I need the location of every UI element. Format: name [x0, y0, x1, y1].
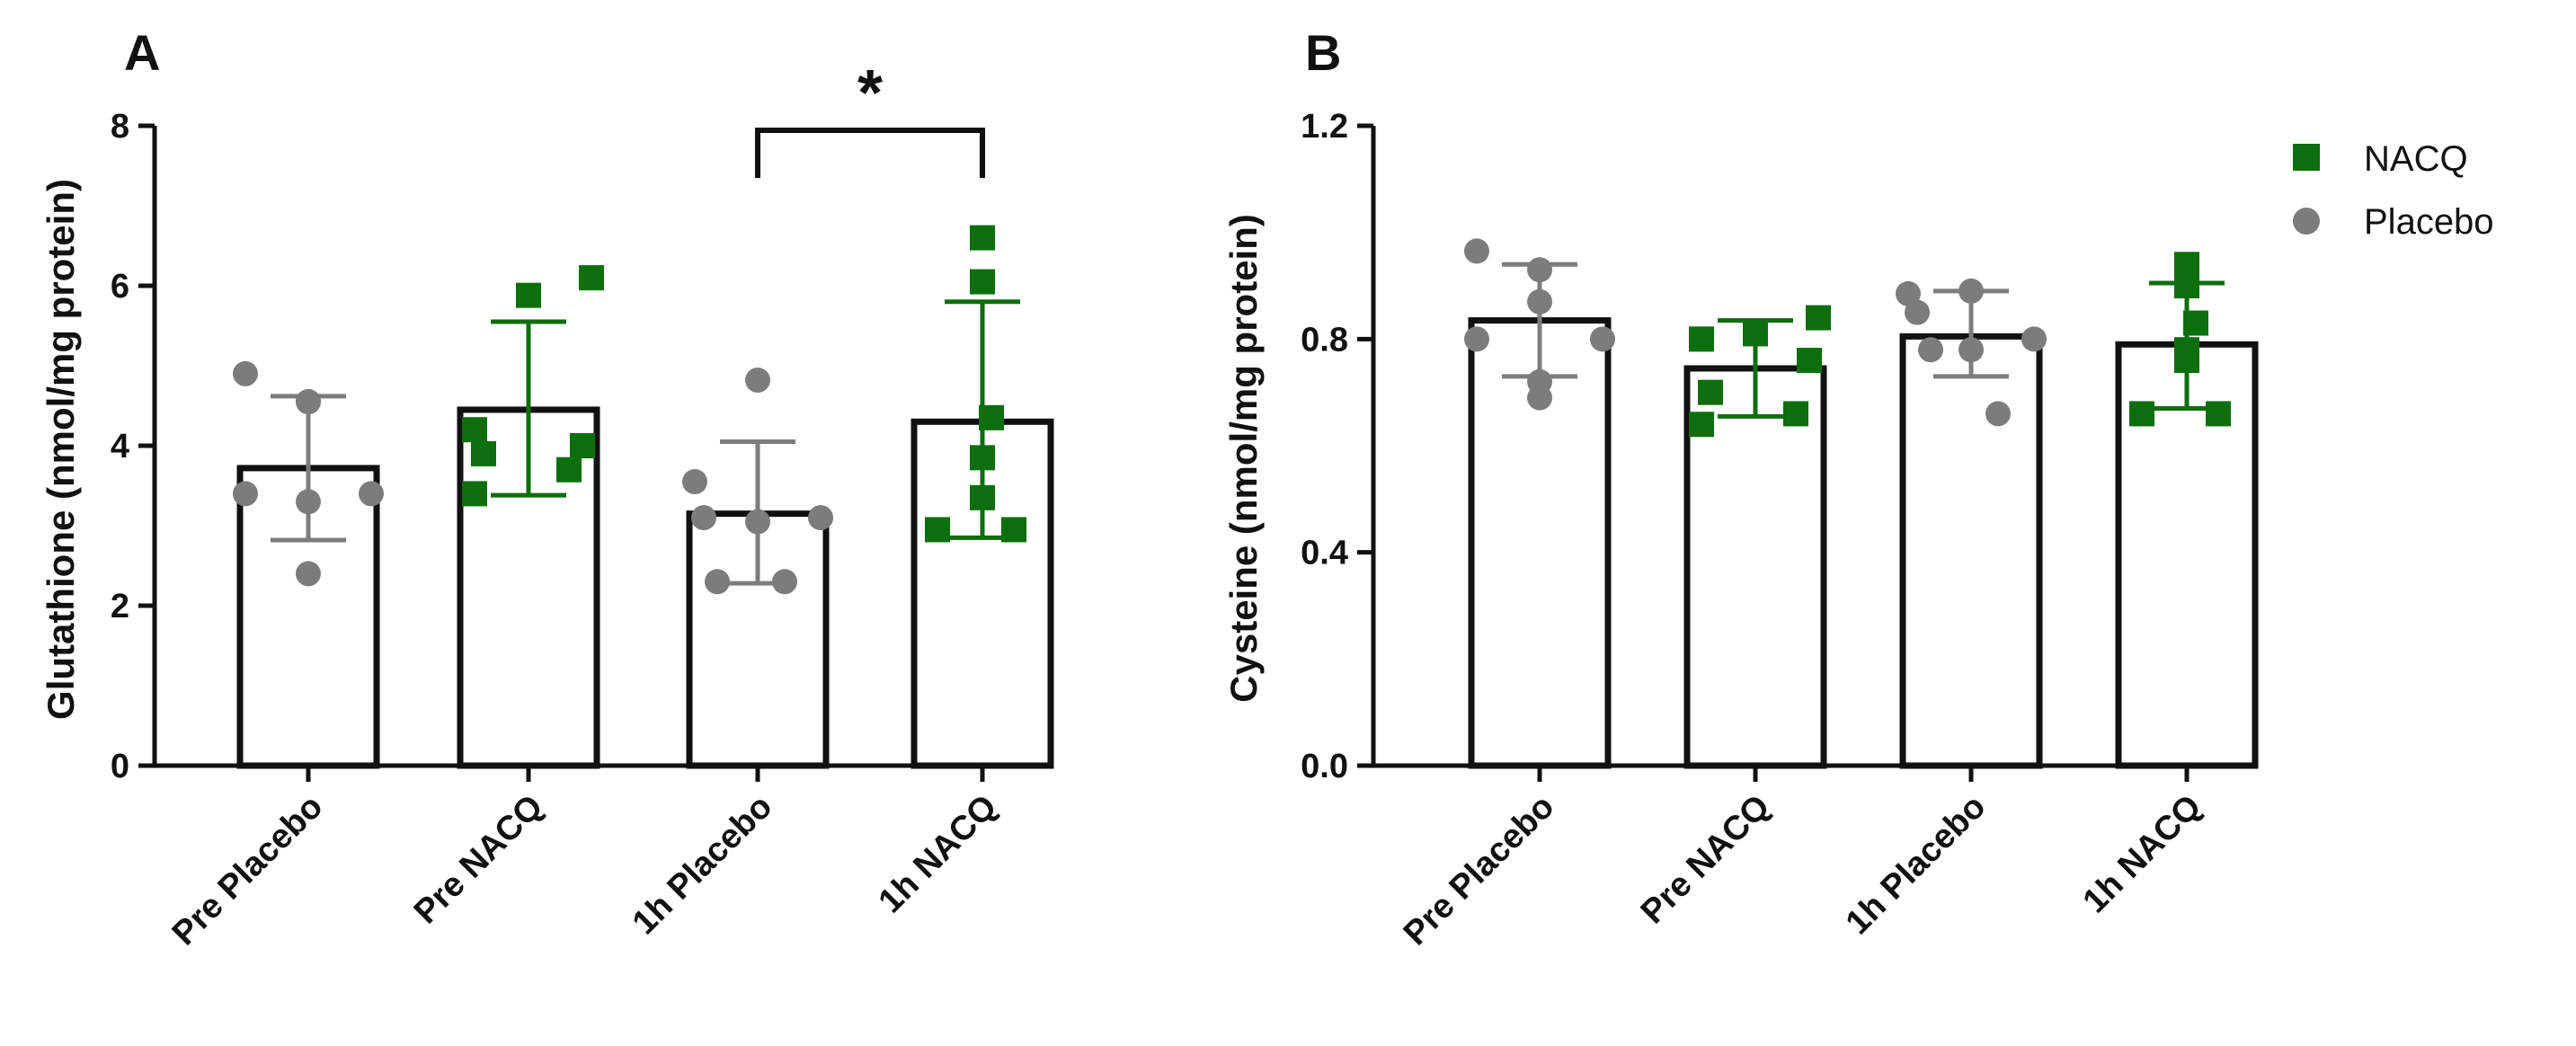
data-point-square: [1698, 379, 1723, 405]
data-point-square: [556, 457, 582, 483]
data-point-circle: [1905, 299, 1930, 325]
significance-bracket: [755, 128, 985, 178]
x-category-label: Pre Placebo: [1397, 788, 1562, 953]
data-point-square: [570, 433, 595, 458]
data-point-square: [970, 269, 995, 295]
data-point-circle: [705, 569, 730, 595]
panel-a-significance: *: [755, 58, 985, 178]
y-tick-label: 4: [111, 428, 129, 465]
data-point-circle: [1464, 326, 1489, 352]
data-point-circle: [691, 505, 716, 531]
data-point-circle: [359, 481, 384, 507]
x-category-label: 1h Placebo: [1839, 788, 1994, 943]
data-point-circle: [1896, 280, 1921, 306]
legend-nacq-marker: [2293, 144, 2320, 171]
legend-placebo-marker: [2293, 208, 2320, 235]
data-point-circle: [1464, 238, 1489, 264]
data-point-square: [1783, 401, 1808, 427]
data-point-square: [2174, 252, 2199, 278]
legend-nacq-label: NACQ: [2364, 139, 2468, 179]
data-point-circle: [682, 469, 707, 495]
data-point-circle: [233, 481, 258, 507]
x-category-label: Pre Placebo: [165, 788, 331, 953]
bar-1h-placebo: [1899, 332, 2043, 769]
x-category-label: Pre NACQ: [1634, 788, 1778, 932]
y-tick-label: 2: [111, 588, 129, 625]
data-point-circle: [1590, 326, 1615, 352]
data-point-circle: [2021, 326, 2047, 352]
panel-a-letter: A: [124, 24, 160, 81]
data-point-circle: [1527, 385, 1552, 411]
data-point-circle: [1918, 337, 1943, 363]
panel-b-y-axis-label: Cysteine (nmol/mg protein): [1222, 214, 1265, 703]
panel-a-y-axis-label: Glutathione (nmol/mg protein): [40, 179, 82, 720]
data-point-square: [1689, 412, 1714, 438]
data-point-square: [579, 265, 604, 291]
data-point-square: [1797, 348, 1822, 374]
data-point-square: [1689, 326, 1714, 352]
data-point-square: [1806, 305, 1831, 331]
x-category-label: 1h NACQ: [872, 788, 1005, 921]
legend-placebo-label: Placebo: [2364, 202, 2494, 242]
y-tick-label: 8: [111, 108, 129, 146]
data-point-square: [2129, 401, 2154, 427]
data-point-square: [970, 225, 995, 251]
data-point-square: [2206, 401, 2231, 427]
data-point-square: [471, 440, 496, 466]
data-point-circle: [233, 360, 258, 386]
legend: NACQ Placebo: [2293, 139, 2494, 242]
data-point-circle: [296, 561, 321, 587]
y-tick-label: 6: [111, 268, 129, 306]
panel-b-cysteine: B Cysteine (nmol/mg protein) 0.0 0.4 0.8 1.…: [1222, 24, 2259, 953]
x-category-label: 1h Placebo: [626, 788, 780, 943]
y-tick-label: 0.0: [1301, 748, 1348, 785]
x-category-label: Pre NACQ: [407, 788, 551, 932]
significance-star: *: [857, 58, 883, 129]
panel-b-letter: B: [1305, 24, 1341, 81]
x-category-label: 1h NACQ: [2076, 788, 2209, 921]
data-point-square: [462, 481, 487, 507]
data-point-circle: [1985, 401, 2011, 427]
data-point-circle: [745, 368, 770, 394]
y-tick-label: 0.4: [1301, 535, 1348, 572]
data-point-square: [462, 417, 487, 443]
data-point-circle: [808, 505, 833, 531]
y-tick-label: 0.8: [1301, 321, 1348, 359]
y-tick-label: 0: [111, 748, 129, 785]
data-point-square: [516, 282, 541, 308]
y-tick-label: 1.2: [1301, 108, 1348, 146]
